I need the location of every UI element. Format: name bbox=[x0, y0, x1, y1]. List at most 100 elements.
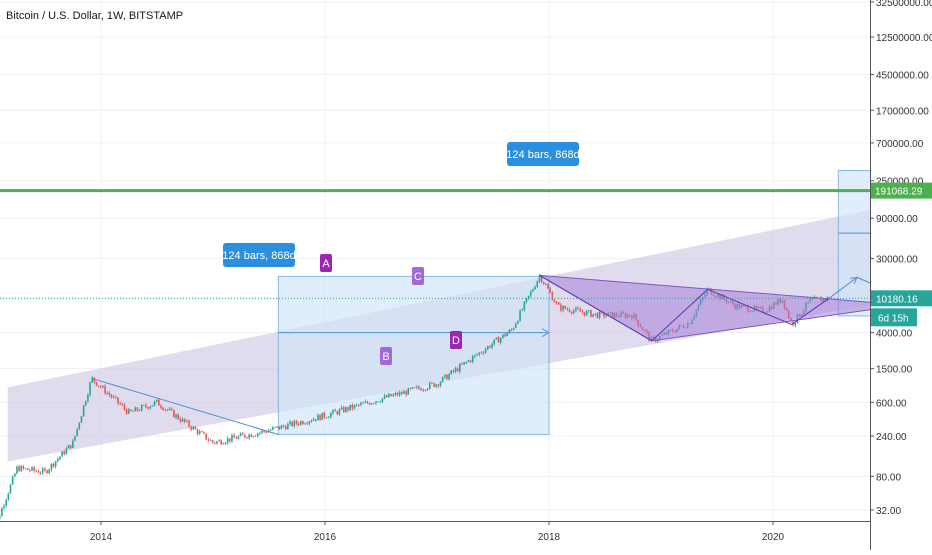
candle bbox=[452, 369, 455, 374]
candle-body bbox=[532, 289, 534, 292]
candle bbox=[340, 405, 343, 410]
candle bbox=[534, 285, 536, 290]
candle bbox=[497, 335, 500, 343]
candle-body bbox=[570, 311, 573, 314]
candle-body bbox=[388, 393, 390, 398]
candle bbox=[263, 430, 265, 434]
candle-body bbox=[130, 409, 132, 411]
candle-body bbox=[381, 398, 384, 402]
candle bbox=[448, 372, 450, 381]
candle-body bbox=[218, 440, 220, 442]
candle-body bbox=[476, 354, 478, 356]
candle-body bbox=[237, 436, 240, 439]
price-tick-label: 700000.00 bbox=[876, 139, 924, 150]
candle bbox=[304, 422, 306, 425]
candle-body bbox=[89, 382, 91, 395]
candle-body bbox=[0, 516, 1, 520]
candle bbox=[177, 413, 179, 420]
price-tick-label: 600.00 bbox=[876, 398, 907, 409]
candle bbox=[82, 405, 85, 417]
candle-body bbox=[364, 401, 367, 403]
candle bbox=[252, 435, 255, 438]
candle-body bbox=[112, 396, 115, 398]
candle-body bbox=[439, 381, 442, 386]
candle bbox=[592, 314, 594, 318]
candle-body bbox=[278, 426, 281, 430]
candle bbox=[403, 389, 405, 394]
candle bbox=[80, 415, 83, 423]
candle bbox=[577, 306, 579, 310]
candle bbox=[76, 428, 78, 437]
candle-body bbox=[177, 414, 179, 420]
candle bbox=[416, 384, 418, 390]
candle-body bbox=[377, 401, 379, 403]
candle bbox=[336, 410, 339, 416]
candle-body bbox=[125, 409, 128, 414]
candle-body bbox=[566, 308, 569, 310]
candle bbox=[388, 392, 390, 398]
candle bbox=[555, 301, 558, 305]
time-axis-panel bbox=[0, 521, 870, 550]
candle bbox=[274, 426, 276, 429]
candle bbox=[121, 402, 124, 407]
candle bbox=[57, 457, 59, 463]
time-tick-label: 2018 bbox=[538, 532, 561, 543]
candle bbox=[16, 465, 18, 475]
candle bbox=[84, 400, 87, 407]
candle bbox=[198, 429, 201, 435]
candle-body bbox=[497, 337, 500, 343]
candle bbox=[155, 399, 158, 403]
candle bbox=[41, 466, 44, 475]
candle bbox=[482, 351, 485, 356]
candle-body bbox=[409, 388, 412, 389]
candle-body bbox=[579, 309, 582, 312]
candle bbox=[418, 385, 420, 391]
candle bbox=[519, 309, 521, 322]
candle bbox=[26, 468, 29, 471]
candle-body bbox=[272, 427, 274, 430]
candle bbox=[431, 382, 433, 384]
candle bbox=[24, 467, 27, 470]
candle-body bbox=[143, 405, 145, 406]
wave-badge-bg bbox=[450, 331, 462, 349]
candle bbox=[428, 381, 431, 390]
candle-body bbox=[1, 508, 3, 517]
candle bbox=[7, 492, 10, 501]
candle-body bbox=[61, 451, 63, 457]
candle-body bbox=[7, 493, 10, 500]
candle-body bbox=[20, 466, 23, 472]
measure-tool: 124 bars, 868d bbox=[222, 243, 551, 435]
candle-body bbox=[183, 418, 186, 422]
candle bbox=[291, 420, 293, 427]
candle-body bbox=[289, 421, 291, 424]
candle bbox=[46, 469, 48, 474]
candle-body bbox=[287, 423, 289, 430]
candle bbox=[439, 381, 442, 388]
candle bbox=[293, 419, 296, 428]
candle-body bbox=[342, 407, 345, 413]
wave-badge-text: A bbox=[322, 258, 330, 270]
candle bbox=[536, 280, 539, 288]
wave-badge-text: C bbox=[414, 271, 422, 283]
candle-body bbox=[259, 432, 261, 434]
candle-body bbox=[186, 420, 188, 422]
candle-body bbox=[510, 329, 513, 331]
level-label-text: 191068.29 bbox=[875, 187, 923, 198]
candle bbox=[334, 408, 336, 412]
candle bbox=[241, 432, 244, 435]
candle-body bbox=[416, 386, 418, 388]
candle-body bbox=[72, 440, 74, 448]
candle-body bbox=[119, 403, 121, 405]
candle-body bbox=[480, 352, 483, 354]
candle bbox=[461, 362, 463, 365]
candle-body bbox=[583, 312, 586, 316]
candle bbox=[521, 308, 523, 312]
candle bbox=[31, 466, 33, 472]
candle-body bbox=[233, 435, 235, 438]
candle bbox=[168, 406, 171, 411]
candle bbox=[581, 309, 584, 314]
candle-body bbox=[512, 327, 515, 330]
countdown-bg bbox=[871, 308, 917, 327]
